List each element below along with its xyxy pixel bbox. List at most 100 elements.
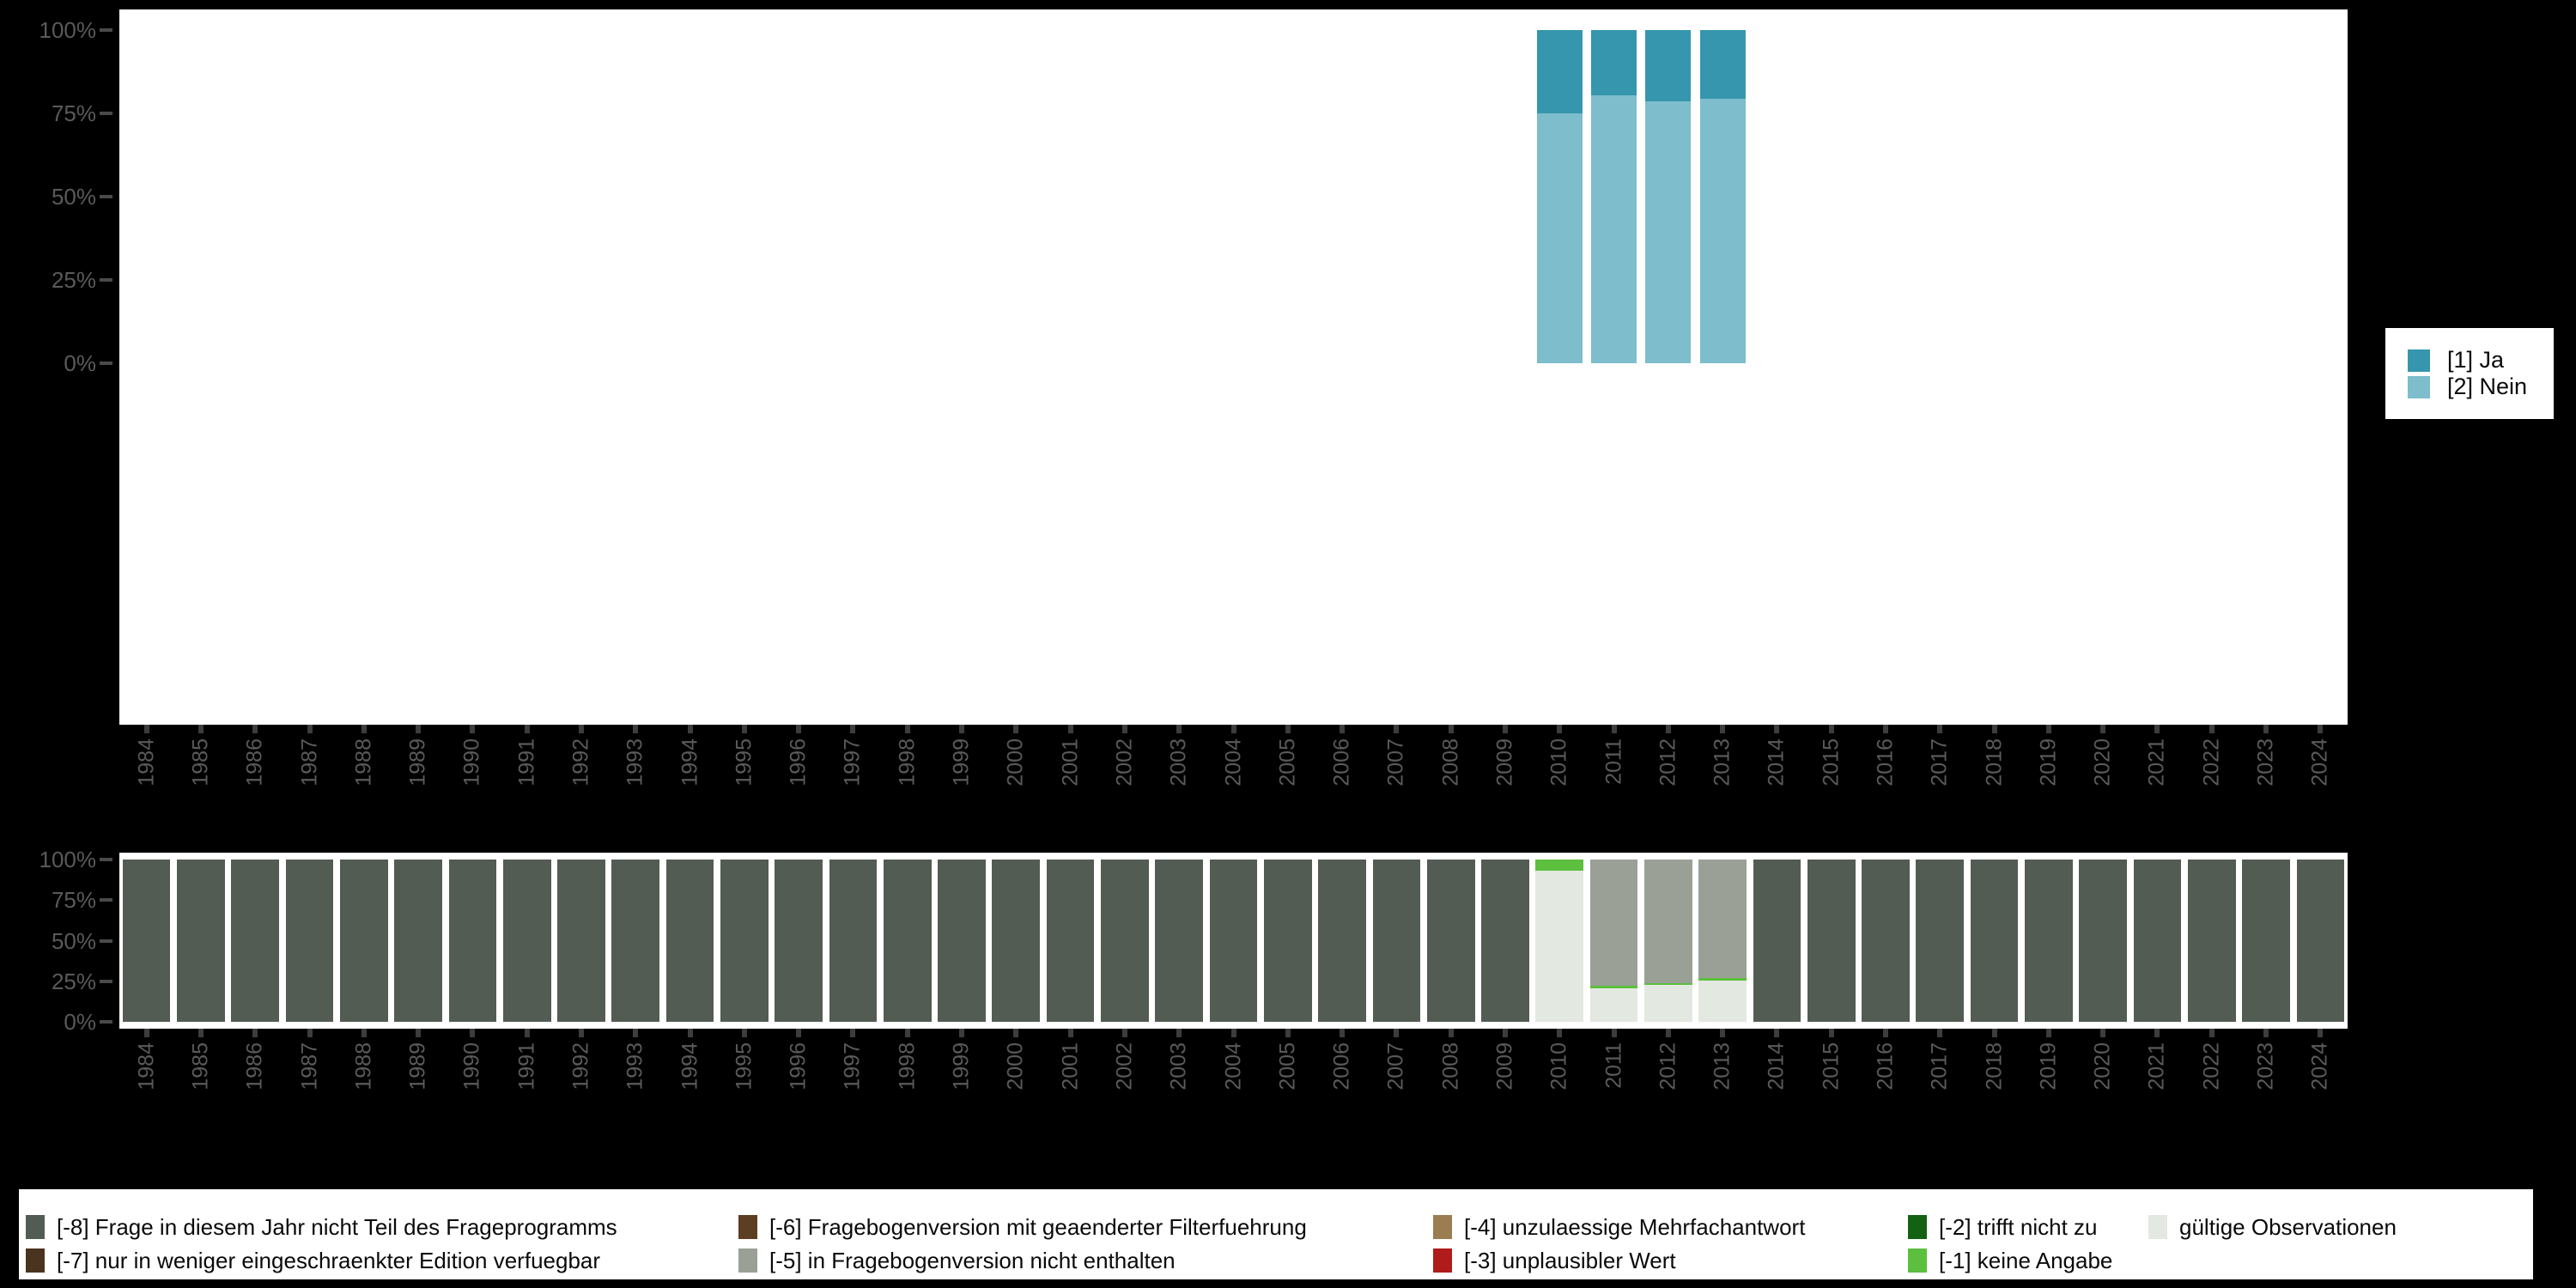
availability-segment[interactable] (1698, 980, 1747, 1022)
availability-stacked-bar[interactable] (1589, 860, 1638, 1022)
stacked-bar[interactable] (1645, 30, 1692, 363)
legend-item[interactable]: [-6] Fragebogenversion mit geaenderter F… (738, 1215, 1307, 1239)
stacked-bar[interactable] (1536, 30, 1583, 363)
availability-segment[interactable] (1535, 860, 1584, 872)
availability-segment[interactable] (1643, 860, 1692, 983)
availability-segment[interactable] (2025, 860, 2073, 1022)
availability-segment[interactable] (992, 860, 1041, 1022)
availability-segment[interactable] (611, 860, 660, 1022)
availability-segment[interactable] (2187, 860, 2236, 1022)
availability-stacked-bar[interactable] (502, 860, 551, 1022)
availability-stacked-bar[interactable] (394, 860, 442, 1022)
availability-segment[interactable] (1535, 871, 1584, 1022)
availability-segment[interactable] (1263, 860, 1312, 1022)
availability-segment[interactable] (2079, 860, 2128, 1022)
availability-segment[interactable] (938, 860, 986, 1022)
availability-stacked-bar[interactable] (177, 860, 225, 1022)
legend-item[interactable]: [-8] Frage in diesem Jahr nicht Teil des… (26, 1215, 617, 1239)
availability-stacked-bar[interactable] (2296, 860, 2345, 1022)
availability-stacked-bar[interactable] (1209, 860, 1258, 1022)
availability-stacked-bar[interactable] (1263, 860, 1312, 1022)
availability-segment[interactable] (2133, 860, 2182, 1022)
availability-segment[interactable] (339, 860, 388, 1022)
availability-stacked-bar[interactable] (2133, 860, 2182, 1022)
availability-segment[interactable] (1209, 860, 1258, 1022)
availability-segment[interactable] (1046, 860, 1095, 1022)
legend-item[interactable]: [-2] trifft nicht zu (1908, 1215, 2097, 1239)
availability-segment[interactable] (829, 860, 878, 1022)
availability-stacked-bar[interactable] (1916, 860, 1965, 1022)
availability-stacked-bar[interactable] (611, 860, 660, 1022)
legend-item[interactable]: [-3] unplausibler Wert (1433, 1249, 1676, 1273)
availability-stacked-bar[interactable] (1318, 860, 1366, 1022)
availability-segment[interactable] (1589, 986, 1638, 989)
availability-segment[interactable] (2242, 860, 2290, 1022)
availability-segment[interactable] (1698, 860, 1747, 978)
bar-segment[interactable] (1645, 30, 1692, 102)
availability-stacked-bar[interactable] (2079, 860, 2128, 1022)
availability-segment[interactable] (883, 860, 932, 1022)
bar-segment[interactable] (1590, 30, 1637, 95)
availability-segment[interactable] (1372, 860, 1421, 1022)
availability-segment[interactable] (177, 860, 225, 1022)
availability-segment[interactable] (1807, 860, 1856, 1022)
availability-stacked-bar[interactable] (2025, 860, 2073, 1022)
availability-stacked-bar[interactable] (1155, 860, 1204, 1022)
availability-stacked-bar[interactable] (992, 860, 1041, 1022)
availability-stacked-bar[interactable] (665, 860, 714, 1022)
availability-stacked-bar[interactable] (775, 860, 823, 1022)
availability-segment[interactable] (1589, 860, 1638, 987)
availability-segment[interactable] (2296, 860, 2345, 1022)
availability-segment[interactable] (448, 860, 497, 1022)
legend-item[interactable]: [2] Nein (2408, 374, 2554, 400)
availability-segment[interactable] (1481, 860, 1529, 1022)
availability-stacked-bar[interactable] (1046, 860, 1095, 1022)
availability-stacked-bar[interactable] (1101, 860, 1149, 1022)
availability-segment[interactable] (775, 860, 823, 1022)
availability-segment[interactable] (231, 860, 280, 1022)
availability-stacked-bar[interactable] (1535, 860, 1584, 1022)
availability-segment[interactable] (1643, 982, 1692, 986)
bar-segment[interactable] (1536, 113, 1583, 363)
availability-stacked-bar[interactable] (1643, 860, 1692, 1022)
availability-stacked-bar[interactable] (231, 860, 280, 1022)
bar-segment[interactable] (1699, 98, 1746, 363)
availability-stacked-bar[interactable] (1862, 860, 1910, 1022)
availability-stacked-bar[interactable] (285, 860, 334, 1022)
availability-segment[interactable] (1862, 860, 1910, 1022)
availability-stacked-bar[interactable] (1372, 860, 1421, 1022)
availability-stacked-bar[interactable] (1753, 860, 1801, 1022)
availability-segment[interactable] (557, 860, 605, 1022)
availability-segment[interactable] (122, 860, 171, 1022)
availability-stacked-bar[interactable] (829, 860, 878, 1022)
legend-item[interactable]: [-7] nur in weniger eingeschraenkter Edi… (26, 1249, 600, 1273)
bar-segment[interactable] (1590, 94, 1637, 363)
availability-stacked-bar[interactable] (938, 860, 986, 1022)
stacked-bar[interactable] (1699, 30, 1746, 363)
availability-segment[interactable] (1426, 860, 1475, 1022)
availability-segment[interactable] (1155, 860, 1204, 1022)
availability-segment[interactable] (720, 860, 769, 1022)
availability-segment[interactable] (1698, 977, 1747, 981)
availability-segment[interactable] (1589, 988, 1638, 1022)
availability-stacked-bar[interactable] (2242, 860, 2290, 1022)
legend-item[interactable]: [-1] keine Angabe (1908, 1249, 2112, 1273)
availability-stacked-bar[interactable] (2187, 860, 2236, 1022)
legend-item[interactable]: [-4] unzulaessige Mehrfachantwort (1433, 1215, 1805, 1239)
availability-stacked-bar[interactable] (339, 860, 388, 1022)
availability-stacked-bar[interactable] (557, 860, 605, 1022)
availability-segment[interactable] (1101, 860, 1149, 1022)
availability-stacked-bar[interactable] (1426, 860, 1475, 1022)
availability-segment[interactable] (665, 860, 714, 1022)
availability-segment[interactable] (1318, 860, 1366, 1022)
availability-stacked-bar[interactable] (448, 860, 497, 1022)
bar-segment[interactable] (1645, 101, 1692, 363)
availability-segment[interactable] (285, 860, 334, 1022)
availability-segment[interactable] (1970, 860, 2019, 1022)
availability-segment[interactable] (1916, 860, 1965, 1022)
availability-stacked-bar[interactable] (122, 860, 171, 1022)
stacked-bar[interactable] (1590, 30, 1637, 363)
legend-item[interactable]: gültige Observationen (2148, 1215, 2397, 1239)
availability-stacked-bar[interactable] (883, 860, 932, 1022)
availability-segment[interactable] (394, 860, 442, 1022)
